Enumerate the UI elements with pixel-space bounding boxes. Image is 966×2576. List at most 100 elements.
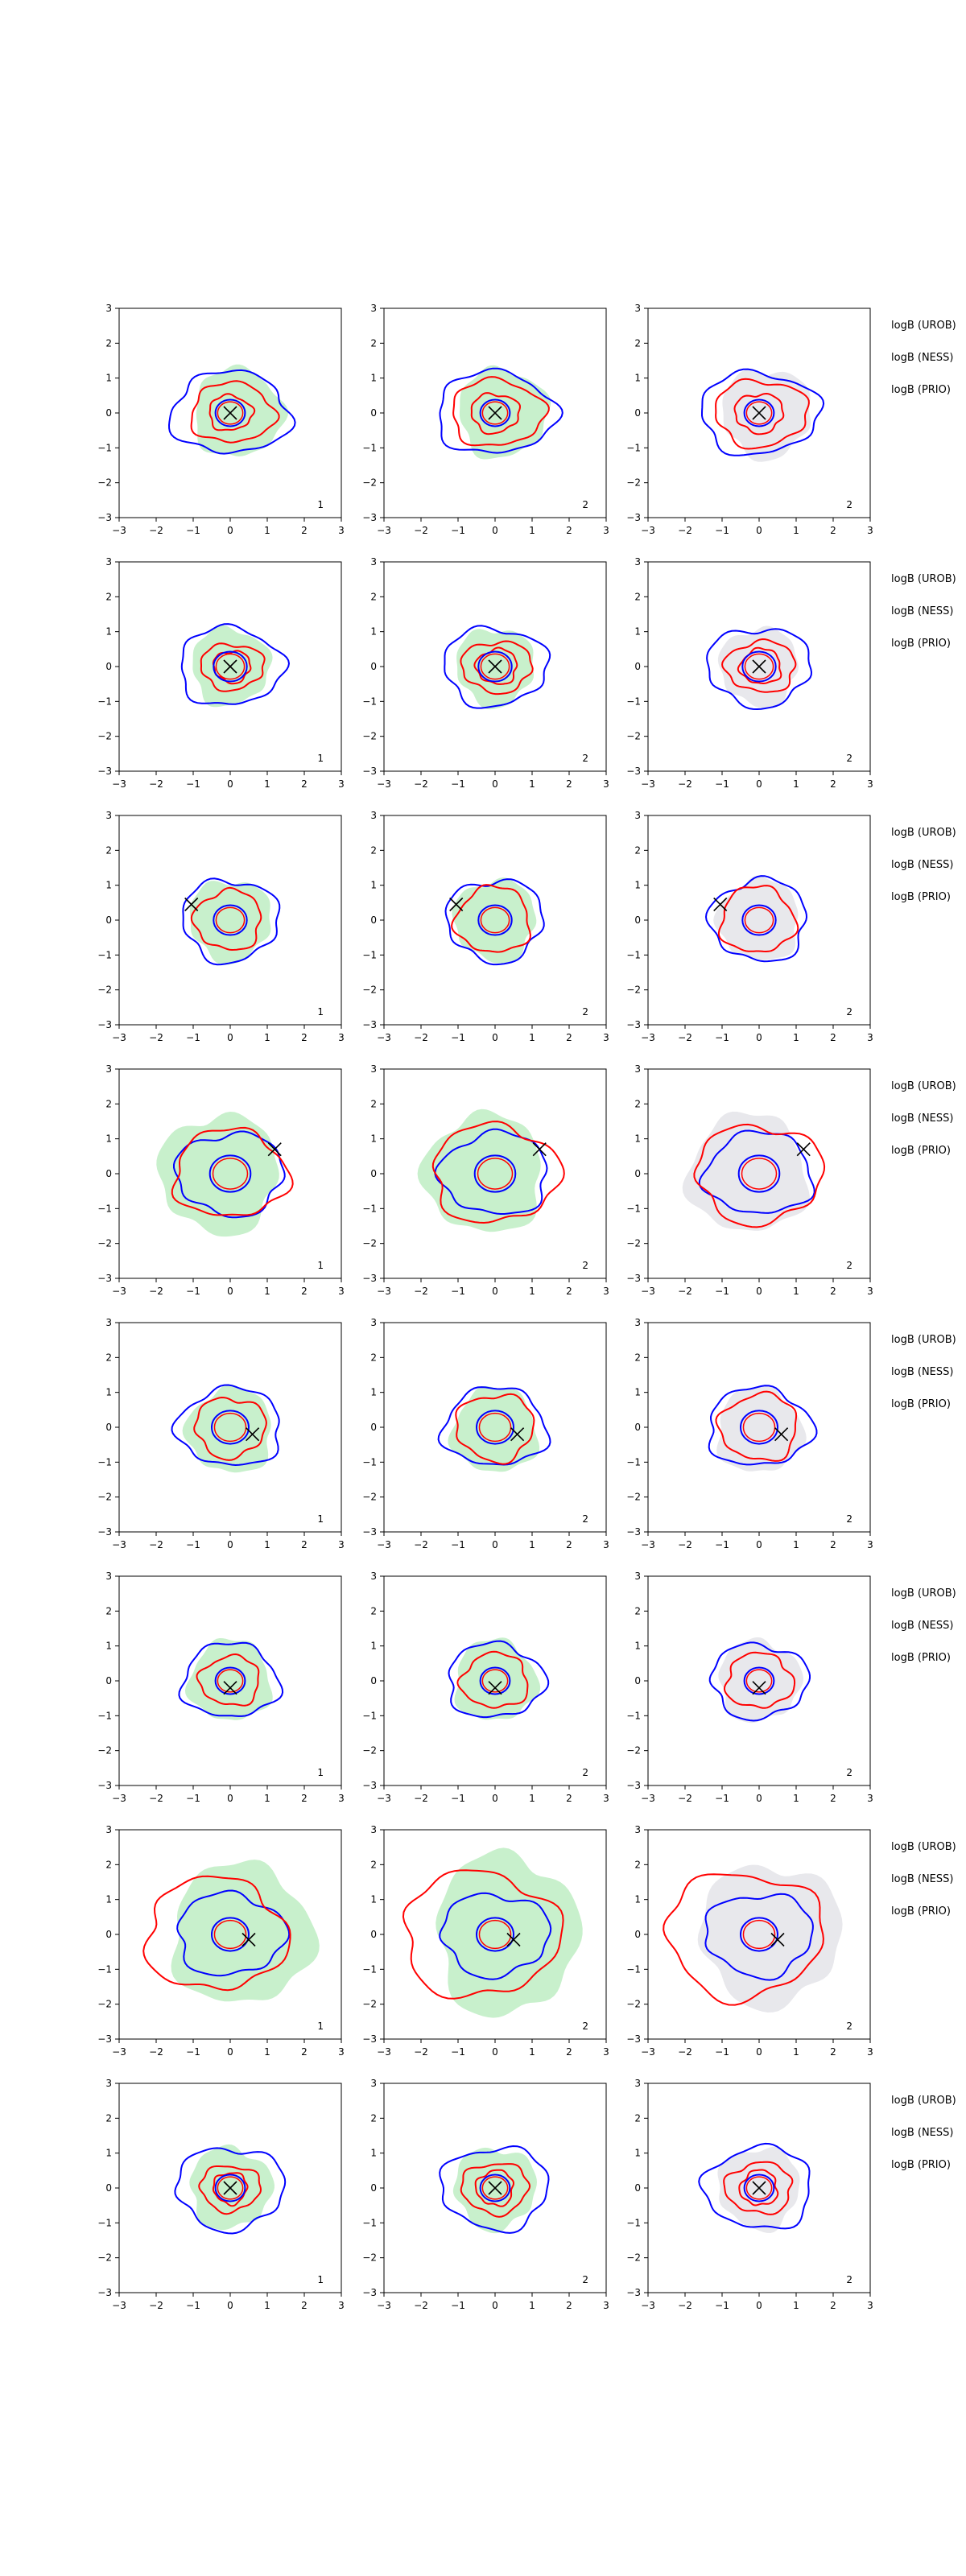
blue-contour — [698, 2142, 811, 2230]
x-tick-label: 0 — [756, 2300, 762, 2311]
x-tick-label: −1 — [715, 2046, 729, 2058]
y-tick-label: −2 — [626, 2252, 641, 2264]
x-tick-label: 1 — [264, 1286, 270, 1297]
y-tick-label: −1 — [97, 442, 112, 453]
blue-contour — [437, 1386, 551, 1466]
y-tick-label: −1 — [97, 1456, 112, 1468]
row-annotation: logB (NESS) — [891, 352, 953, 364]
x-tick-label: 3 — [867, 1032, 873, 1043]
x-tick-label: 1 — [529, 778, 535, 790]
x-tick-label: −2 — [414, 778, 428, 790]
x-tick-label: 0 — [756, 1793, 762, 1804]
x-tick-label: 2 — [566, 525, 572, 536]
x-tick-label: 2 — [566, 2046, 572, 2058]
y-tick-label: −1 — [97, 1710, 112, 1721]
red-contour — [737, 646, 782, 685]
y-tick-label: −2 — [626, 731, 641, 742]
row-annotation: logB (PRIO) — [891, 638, 951, 650]
y-tick-label: −2 — [626, 1492, 641, 1503]
x-tick-label: 3 — [338, 1793, 345, 1804]
row-annotation: logB (NESS) — [891, 859, 953, 871]
panel-label: 1 — [317, 1260, 324, 1271]
y-tick-label: −2 — [362, 1999, 377, 2010]
y-tick-label: −3 — [626, 1780, 641, 1791]
row-annotation: logB (NESS) — [891, 605, 953, 617]
y-tick-label: 2 — [105, 591, 112, 602]
y-tick-label: 2 — [370, 2112, 377, 2124]
x-tick-label: 0 — [492, 2300, 498, 2311]
x-tick-label: 2 — [830, 1286, 836, 1297]
y-tick-label: 1 — [105, 1387, 112, 1398]
x-tick-label: 2 — [830, 2300, 836, 2311]
density-fill — [452, 2147, 537, 2234]
blue-contour — [174, 2147, 287, 2235]
y-tick-label: 2 — [370, 1605, 377, 1616]
blue-contour — [439, 367, 564, 454]
blue-contour — [708, 1641, 811, 1722]
y-tick-label: −2 — [626, 477, 641, 489]
y-tick-label: −2 — [97, 985, 112, 996]
y-tick-label: −2 — [97, 477, 112, 489]
blue-core-contour — [743, 1666, 775, 1695]
y-tick-label: −3 — [97, 1526, 112, 1538]
x-tick-label: −3 — [112, 778, 126, 790]
x-tick-label: 2 — [830, 2046, 836, 2058]
y-tick-label: 1 — [370, 1133, 377, 1145]
x-tick-label: 3 — [867, 1539, 873, 1550]
row-annotation: logB (PRIO) — [891, 1905, 951, 1918]
red-core-contour — [477, 1158, 514, 1190]
y-tick-label: −2 — [626, 985, 641, 996]
y-tick-label: 1 — [634, 880, 641, 891]
x-tick-label: −1 — [186, 1032, 200, 1043]
y-tick-label: 3 — [105, 1063, 112, 1075]
y-tick-label: 1 — [634, 626, 641, 638]
y-tick-label: −3 — [362, 766, 377, 777]
x-tick-label: −1 — [451, 525, 465, 536]
row-annotation: logB (PRIO) — [891, 1145, 951, 1157]
x-tick-label: 3 — [603, 2300, 609, 2311]
x-tick-label: 2 — [830, 778, 836, 790]
y-tick-label: 3 — [634, 303, 641, 314]
y-tick-label: −2 — [362, 1492, 377, 1503]
red-core-contour — [217, 1669, 244, 1693]
blue-core-contour — [214, 1666, 246, 1695]
panel-r7-c1: −3 −2 −1 0 1 2 3 −3 −2 −1 0 1 2 3 1 — [97, 1824, 345, 2058]
x-tick-label: 3 — [867, 2300, 873, 2311]
x-tick-label: −2 — [414, 1793, 428, 1804]
x-tick-label: 0 — [227, 1032, 233, 1043]
red-core-contour — [217, 2176, 244, 2200]
y-tick-label: 2 — [634, 591, 641, 602]
x-tick-label: −3 — [377, 1793, 391, 1804]
y-tick-label: 2 — [370, 1859, 377, 1870]
x-tick-label: 2 — [301, 2046, 308, 2058]
blue-contour — [180, 623, 291, 705]
x-tick-label: −3 — [641, 525, 655, 536]
y-tick-label: 1 — [370, 2148, 377, 2159]
x-tick-label: −2 — [678, 2046, 692, 2058]
x-tick-label: 1 — [264, 778, 270, 790]
x-marker — [488, 659, 502, 674]
x-tick-label: 0 — [492, 1539, 498, 1550]
y-tick-label: 1 — [105, 1641, 112, 1652]
panel-r3-c1: −3 −2 −1 0 1 2 3 −3 −2 −1 0 1 2 3 1 — [97, 810, 345, 1043]
red-core-contour — [744, 653, 774, 680]
blue-core-contour — [208, 1154, 252, 1193]
blue-contour — [706, 628, 813, 711]
x-tick-label: −1 — [186, 778, 200, 790]
x-tick-label: 2 — [301, 525, 308, 536]
x-tick-label: 2 — [830, 1539, 836, 1550]
y-tick-label: 0 — [370, 1168, 377, 1179]
y-tick-label: 0 — [634, 2182, 641, 2194]
blue-contour — [698, 1129, 815, 1214]
x-tick-label: 1 — [529, 1539, 535, 1550]
y-tick-label: 0 — [105, 914, 112, 926]
density-fill — [192, 625, 273, 708]
red-core-contour — [745, 2176, 773, 2200]
blue-core-contour — [477, 650, 513, 683]
x-tick-label: 1 — [793, 1539, 799, 1550]
red-contour — [402, 1869, 564, 2000]
blue-contour — [444, 878, 545, 966]
red-core-contour — [217, 401, 244, 425]
y-tick-label: −3 — [626, 2287, 641, 2298]
blue-contour — [171, 1384, 280, 1467]
